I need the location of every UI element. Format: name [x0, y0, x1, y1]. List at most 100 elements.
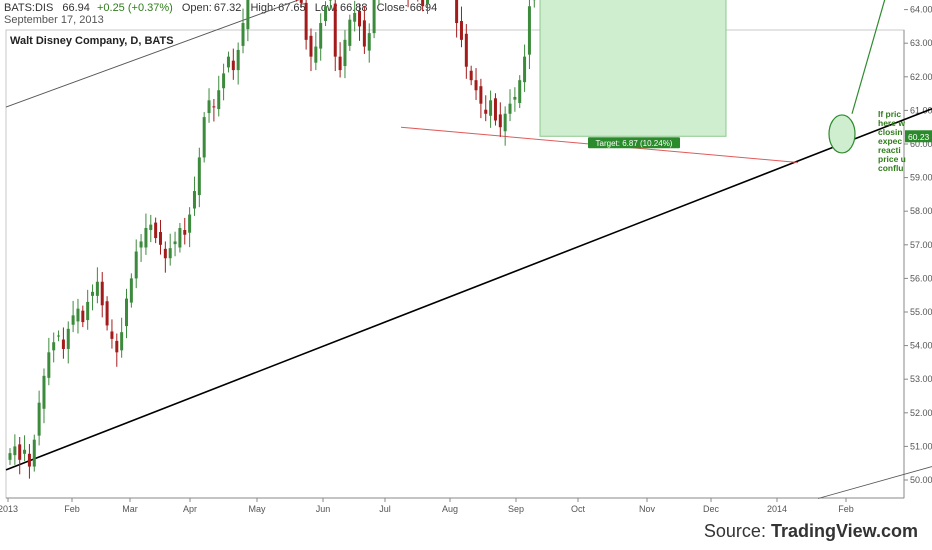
candle-body	[314, 46, 318, 63]
source-brand: TradingView.com	[770, 521, 918, 541]
x-tick-label: Sep	[508, 504, 524, 514]
candle-body	[362, 20, 366, 47]
candle-body	[129, 278, 133, 303]
candle-body	[479, 86, 483, 104]
candle-body	[508, 103, 512, 114]
candle-body	[328, 0, 332, 1]
candle-body	[57, 335, 61, 337]
candle-body	[154, 222, 158, 239]
target-zone	[539, 0, 727, 137]
candle-body	[236, 49, 240, 71]
y-tick-label: 62.00	[910, 72, 932, 82]
candle-body	[23, 449, 27, 454]
symbol-name: BATS:DIS	[4, 2, 54, 14]
candle-body	[226, 56, 230, 68]
upper-channel-line	[5, 0, 300, 108]
last-price: 66.94	[62, 2, 90, 14]
confluence-ellipse	[828, 114, 856, 154]
target-price-tag-box	[905, 130, 932, 143]
candle-body	[86, 301, 90, 321]
y-tick-label: 64.00	[910, 5, 932, 15]
candle-body	[168, 248, 172, 259]
x-tick-label: Jul	[379, 504, 391, 514]
candle-body	[158, 232, 162, 245]
candle-body	[518, 80, 522, 104]
x-tick-label: 2013	[0, 504, 18, 514]
y-tick-label: 59.00	[910, 173, 932, 183]
candle-body	[81, 310, 85, 323]
candle-body	[125, 298, 129, 327]
y-tick-label: 56.00	[910, 273, 932, 283]
candle-body	[178, 228, 182, 248]
candle-body	[173, 241, 177, 245]
candle-body	[513, 96, 517, 100]
candle-body	[100, 281, 104, 306]
candle-body	[299, 0, 303, 3]
candle-body	[348, 19, 352, 46]
candle-body	[91, 291, 95, 296]
candle-body	[425, 0, 429, 5]
candle-body	[212, 106, 216, 108]
y-tick-label: 55.00	[910, 307, 932, 317]
candle-body	[353, 12, 357, 22]
target-label-box	[588, 137, 680, 149]
candle-body	[246, 0, 250, 30]
annotation-note-line: If pric	[878, 109, 901, 119]
candle-body	[523, 56, 527, 83]
candle-body	[455, 0, 459, 24]
candle-body	[163, 248, 167, 259]
candle-body	[120, 332, 124, 351]
candle-body	[134, 251, 138, 279]
candle-body	[207, 100, 211, 114]
y-tick-label: 51.00	[910, 441, 932, 451]
candle-body	[139, 241, 143, 248]
candle-body	[18, 444, 22, 460]
candle-body	[52, 342, 56, 351]
candle-body	[474, 80, 478, 91]
candle-body	[222, 73, 226, 89]
x-tick-label: Feb	[838, 504, 854, 514]
x-tick-label: Mar	[122, 504, 138, 514]
candle-body	[324, 6, 328, 22]
candle-body	[469, 70, 473, 81]
close-value: 66.94	[409, 2, 438, 14]
candle-body	[358, 10, 362, 27]
candle-body	[231, 60, 235, 71]
open-value: 67.32	[213, 2, 242, 14]
date-label: September 17, 2013	[4, 14, 104, 26]
candle-body	[183, 230, 187, 235]
y-tick-label: 61.00	[910, 105, 932, 115]
candle-body	[464, 33, 468, 67]
y-tick-label: 50.00	[910, 475, 932, 485]
y-tick-label: 57.00	[910, 240, 932, 250]
candle-body	[32, 439, 36, 467]
y-tick-label: 60.00	[910, 139, 932, 149]
lower-channel-line	[817, 466, 932, 499]
candle-body	[333, 3, 337, 57]
candle-body	[110, 331, 114, 339]
candle-body	[484, 109, 488, 114]
candle-body	[489, 100, 493, 116]
candle-body	[61, 339, 65, 349]
candle-body	[27, 453, 31, 467]
x-tick-label: Oct	[571, 504, 586, 514]
candle-body	[37, 402, 41, 436]
candle-body	[527, 6, 531, 55]
source-prefix: Source:	[703, 521, 771, 541]
annotation-note-line: price u	[878, 154, 906, 164]
candle-body	[217, 90, 221, 110]
candle-body	[309, 35, 313, 57]
x-tick-label: 2014	[767, 504, 787, 514]
x-tick-label: Nov	[639, 504, 656, 514]
candle-body	[149, 224, 153, 231]
high-label: High:	[250, 2, 277, 14]
candle-body	[241, 23, 245, 46]
y-tick-label: 63.00	[910, 38, 932, 48]
candle-body	[115, 340, 119, 353]
candle-body	[493, 98, 497, 121]
x-tick-label: Jun	[316, 504, 331, 514]
candle-body	[42, 375, 46, 409]
source-credit[interactable]: Source: TradingView.com	[704, 521, 918, 542]
annotation-note-line: expec	[878, 136, 902, 146]
